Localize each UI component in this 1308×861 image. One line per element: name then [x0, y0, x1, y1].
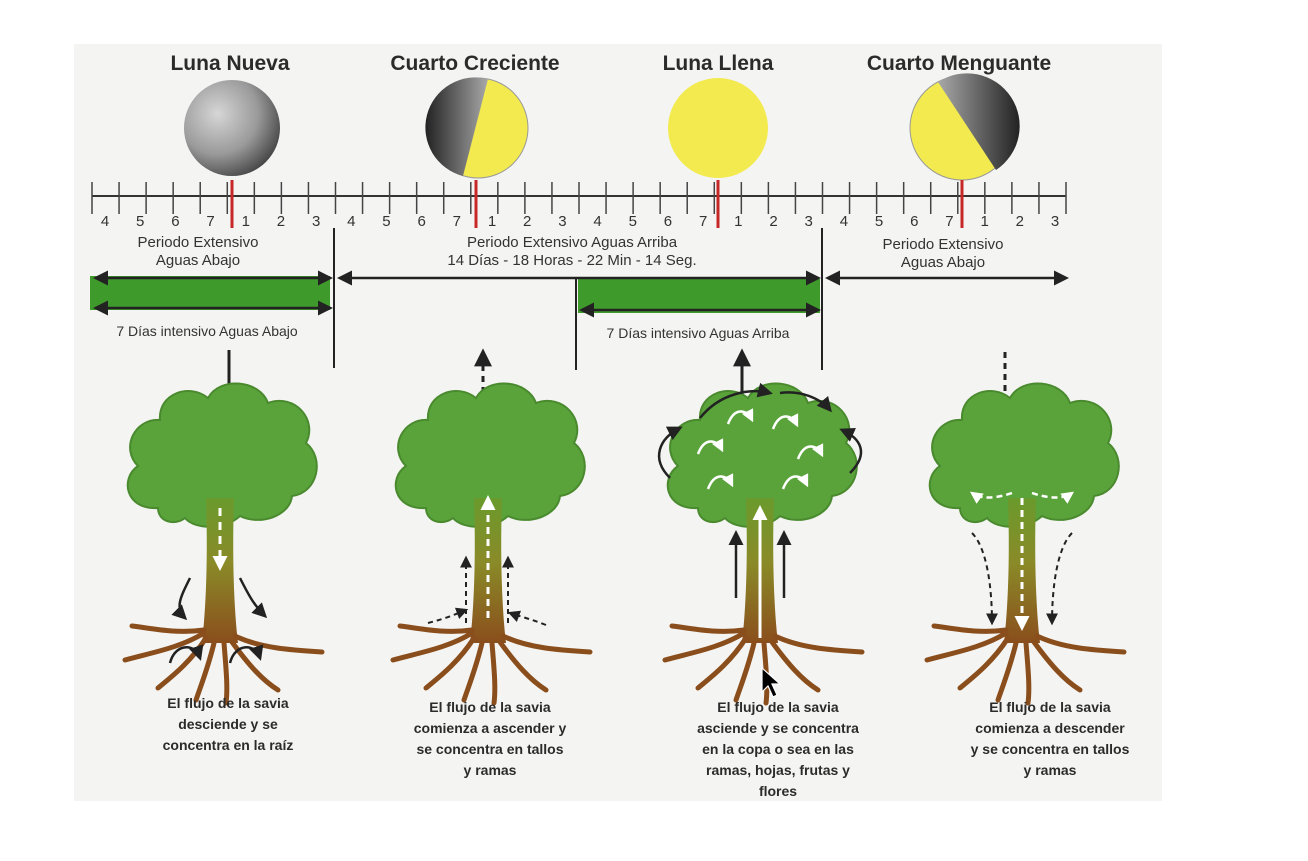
tick-label: 4	[101, 213, 109, 230]
tick-label: 3	[805, 213, 813, 230]
root-arrow	[507, 610, 547, 626]
mouse-cursor-icon	[761, 666, 782, 698]
tick-label: 7	[206, 213, 214, 230]
first-quarter-moon-icon	[425, 77, 529, 179]
root-arrow	[171, 577, 192, 621]
caption-line: El flujo de la savia	[167, 695, 289, 711]
outer-arrow	[658, 426, 683, 479]
tick-label: 3	[1051, 213, 1059, 230]
tick-label: 7	[945, 213, 953, 230]
phase-title: Luna Nueva	[170, 52, 289, 75]
tick-label: 2	[1016, 213, 1024, 230]
tick-label: 1	[242, 213, 250, 230]
root-arrow	[427, 607, 469, 624]
tree-shape	[393, 383, 590, 703]
tree-shape	[927, 383, 1124, 703]
root-arrow	[168, 644, 204, 664]
tick-label: 2	[523, 213, 531, 230]
phase-title: Luna Llena	[663, 52, 774, 75]
new-moon-icon	[184, 80, 280, 176]
full-moon-icon	[668, 78, 768, 178]
period-middle-line1: Periodo Extensivo Aguas Arriba	[467, 234, 678, 251]
tick-label: 5	[136, 213, 144, 230]
caption-line: y se concentra en tallos	[971, 741, 1130, 757]
canopy-swirl-arrow	[726, 408, 754, 425]
caption-line: y ramas	[464, 762, 517, 778]
outer-arrow	[779, 391, 832, 413]
tree-icon	[658, 382, 863, 703]
tick-label: 5	[629, 213, 637, 230]
phase-title: Cuarto Menguante	[867, 52, 1051, 75]
intensive-up-band	[578, 279, 820, 313]
tick-label: 2	[277, 213, 285, 230]
tree-icon	[927, 383, 1124, 703]
side-down-arrow	[1046, 532, 1073, 626]
period-left-line1: Periodo Extensivo	[138, 234, 259, 251]
side-down-arrow	[971, 532, 998, 626]
tick-label: 1	[734, 213, 742, 230]
canopy-swirl-arrow	[781, 473, 809, 490]
tick-label: 6	[417, 213, 425, 230]
period-left-line2: Aguas Abajo	[156, 252, 240, 269]
root-arrow	[238, 577, 268, 619]
caption-line: comienza a ascender y	[414, 720, 567, 736]
tree-caption: El flujo de la savia asciende y se concen…	[697, 699, 859, 799]
tree-caption: El flujo de la savia comienza a descender…	[971, 699, 1130, 778]
tick-label: 4	[840, 213, 848, 230]
period-right-line2: Aguas Abajo	[901, 254, 985, 271]
period-middle-line2: 14 Días - 18 Horas - 22 Min - 14 Seg.	[447, 252, 696, 269]
canopy-arrow	[969, 491, 1013, 504]
canopy-swirl-arrow	[696, 438, 724, 455]
intensive-down-band	[90, 276, 330, 310]
intensive-down-label: 7 Días intensivo Aguas Abajo	[116, 323, 298, 339]
tree-icon	[393, 383, 590, 703]
tick-label: 3	[558, 213, 566, 230]
root-arrow	[228, 644, 264, 664]
tree-caption: El flujo de la savia desciende y se concen…	[163, 695, 294, 753]
caption-line: desciende y se	[178, 716, 278, 732]
caption-line: y ramas	[1024, 762, 1077, 778]
tick-label: 2	[769, 213, 777, 230]
moon-shadow-part	[425, 77, 488, 176]
moon-shadow-part	[938, 73, 1020, 170]
intensive-up-label: 7 Días intensivo Aguas Arriba	[607, 325, 790, 341]
tick-label: 4	[347, 213, 355, 230]
period-right-line1: Periodo Extensivo	[883, 236, 1004, 253]
tick-label: 6	[171, 213, 179, 230]
tick-label: 1	[488, 213, 496, 230]
last-quarter-moon-icon	[909, 73, 1020, 181]
caption-line: asciende y se concentra	[697, 720, 859, 736]
tree-shape	[665, 383, 862, 703]
tick-label: 1	[980, 213, 988, 230]
outer-arrow	[699, 382, 773, 419]
tree-caption: El flujo de la savia comienza a ascender …	[414, 699, 567, 778]
tick-label: 7	[453, 213, 461, 230]
caption-line: en la copa o sea en las	[702, 741, 854, 757]
tick-label: 7	[699, 213, 707, 230]
tree-icon	[125, 383, 322, 703]
caption-line: El flujo de la savia	[989, 699, 1111, 715]
tree-shape	[125, 383, 322, 703]
canopy-arrow	[1031, 491, 1075, 504]
tick-label: 3	[312, 213, 320, 230]
caption-line: flores	[759, 783, 797, 799]
tick-label: 4	[593, 213, 601, 230]
tick-label: 6	[664, 213, 672, 230]
canopy-swirl-arrow	[796, 443, 824, 460]
canopy-swirl-arrow	[771, 413, 799, 430]
tick-label: 6	[910, 213, 918, 230]
caption-line: El flujo de la savia	[429, 699, 551, 715]
caption-line: se concentra en tallos	[416, 741, 563, 757]
caption-line: El flujo de la savia	[717, 699, 839, 715]
caption-line: comienza a descender	[975, 720, 1125, 736]
caption-line: ramas, hojas, frutas y	[706, 762, 850, 778]
caption-line: concentra en la raíz	[163, 737, 294, 753]
tick-label: 5	[382, 213, 390, 230]
canopy-swirl-arrow	[706, 473, 734, 490]
outer-arrow	[839, 428, 863, 474]
phase-title: Cuarto Creciente	[390, 52, 559, 75]
tick-label: 5	[875, 213, 883, 230]
